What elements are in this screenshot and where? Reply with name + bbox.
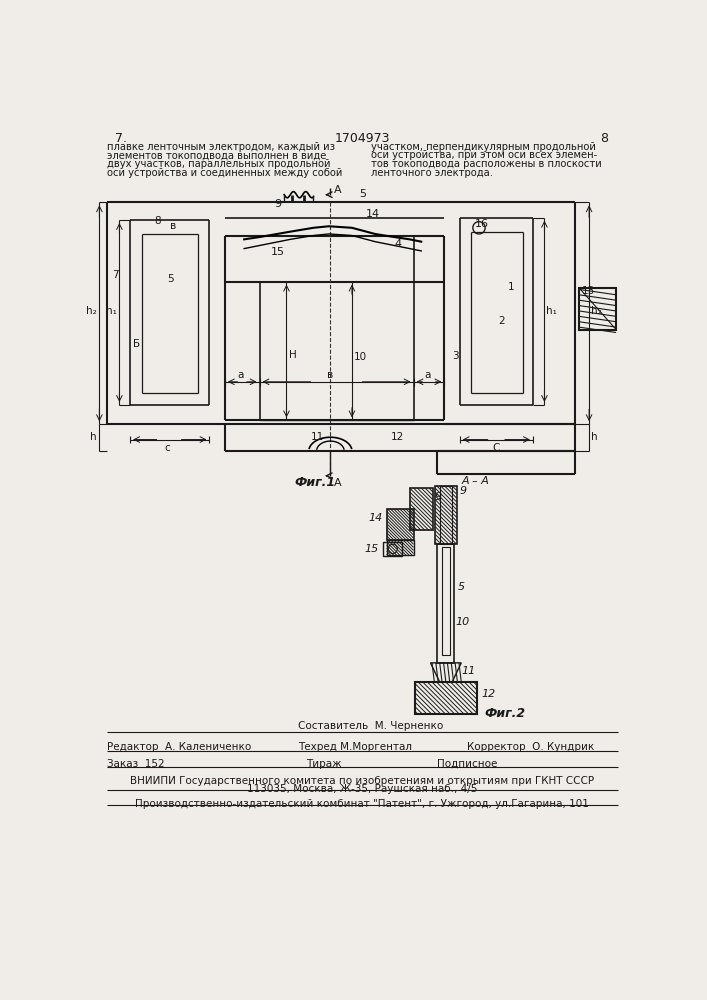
Text: 11: 11	[461, 666, 476, 676]
Text: оси устройства, при этом оси всех элемен-: оси устройства, при этом оси всех элемен…	[371, 150, 597, 160]
Text: Подписное: Подписное	[437, 759, 497, 769]
Text: тов токоподвода расположены в плоскости: тов токоподвода расположены в плоскости	[371, 159, 602, 169]
Text: h₂: h₂	[590, 306, 602, 316]
Text: h₂: h₂	[86, 306, 97, 316]
Text: а: а	[424, 370, 431, 380]
Text: 1704973: 1704973	[334, 132, 390, 145]
Text: Тираж: Тираж	[305, 759, 341, 769]
Text: 12: 12	[481, 689, 496, 699]
Text: Техред М.Моргентал: Техред М.Моргентал	[298, 742, 412, 752]
Text: в: в	[170, 221, 177, 231]
Bar	[387, 540, 414, 555]
Text: Б: Б	[133, 339, 141, 349]
Text: h: h	[590, 432, 597, 442]
Text: 5: 5	[458, 582, 465, 592]
Text: А: А	[334, 478, 341, 488]
Text: 8: 8	[600, 132, 608, 145]
Text: 2: 2	[498, 316, 505, 326]
Text: 10: 10	[456, 617, 470, 627]
Text: h₁: h₁	[546, 306, 557, 316]
Text: 16: 16	[475, 219, 489, 229]
Text: 14: 14	[368, 513, 382, 523]
Bar	[415, 682, 477, 714]
Text: Производственно-издательский комбинат "Патент", г. Ужгород, ул.Гагарина, 101: Производственно-издательский комбинат "П…	[135, 799, 589, 809]
Text: 10: 10	[354, 352, 368, 362]
Text: h: h	[90, 432, 97, 442]
Text: ленточного электрода.: ленточного электрода.	[371, 168, 493, 178]
Text: Фиг.2: Фиг.2	[484, 707, 525, 720]
Text: 9: 9	[434, 492, 441, 502]
Text: 12: 12	[390, 432, 404, 442]
Text: участком, перпендикулярным продольной: участком, перпендикулярным продольной	[371, 142, 596, 152]
Text: 113035, Москва, Ж-35, Раушская наб., 4/5: 113035, Москва, Ж-35, Раушская наб., 4/5	[247, 784, 477, 794]
Text: 11: 11	[310, 432, 324, 442]
Text: Фиг.1: Фиг.1	[294, 476, 335, 489]
Text: двух участков, параллельных продольной: двух участков, параллельных продольной	[107, 159, 331, 169]
Text: элементов токоподвода выполнен в виде: элементов токоподвода выполнен в виде	[107, 150, 327, 160]
Text: 8: 8	[155, 216, 161, 226]
Text: 5: 5	[167, 274, 174, 284]
Text: 1: 1	[508, 282, 514, 292]
Text: а: а	[237, 370, 243, 380]
Bar	[440, 486, 452, 544]
Text: Составитель  М. Черненко: Составитель М. Черненко	[298, 721, 443, 731]
Text: 15: 15	[365, 544, 379, 554]
Text: А – А: А – А	[461, 476, 489, 486]
Text: плавке ленточным электродом, каждый из: плавке ленточным электродом, каждый из	[107, 142, 335, 152]
Text: 3: 3	[452, 351, 459, 361]
Text: ВНИИПИ Государственного комитета по изобретениям и открытиям при ГКНТ СССР: ВНИИПИ Государственного комитета по изоб…	[130, 776, 594, 786]
Bar	[387, 509, 414, 540]
Bar	[579, 288, 616, 330]
Text: оси устройства и соединенных между собой: оси устройства и соединенных между собой	[107, 168, 342, 178]
Text: Н: Н	[288, 350, 296, 360]
Text: 5: 5	[360, 189, 367, 199]
Text: h₁: h₁	[106, 306, 117, 316]
Text: Заказ  152: Заказ 152	[107, 759, 165, 769]
Bar	[438, 544, 455, 663]
Text: 9: 9	[274, 199, 281, 209]
Text: 7.: 7.	[115, 132, 127, 145]
Text: 4: 4	[395, 239, 402, 249]
Text: 13: 13	[581, 286, 595, 296]
Text: А: А	[334, 185, 341, 195]
Text: С: С	[492, 443, 500, 453]
Text: 9: 9	[460, 486, 467, 496]
Text: 15: 15	[271, 247, 285, 257]
Bar	[435, 486, 457, 544]
Text: Корректор  О. Кундрик: Корректор О. Кундрик	[467, 742, 595, 752]
Text: c: c	[164, 443, 170, 453]
Text: в: в	[327, 370, 334, 380]
Text: Редактор  А. Калениченко: Редактор А. Калениченко	[107, 742, 251, 752]
Bar	[442, 547, 450, 655]
Text: 14: 14	[366, 209, 380, 219]
Bar	[409, 488, 433, 530]
Text: 7: 7	[112, 270, 118, 280]
Bar	[382, 542, 402, 556]
